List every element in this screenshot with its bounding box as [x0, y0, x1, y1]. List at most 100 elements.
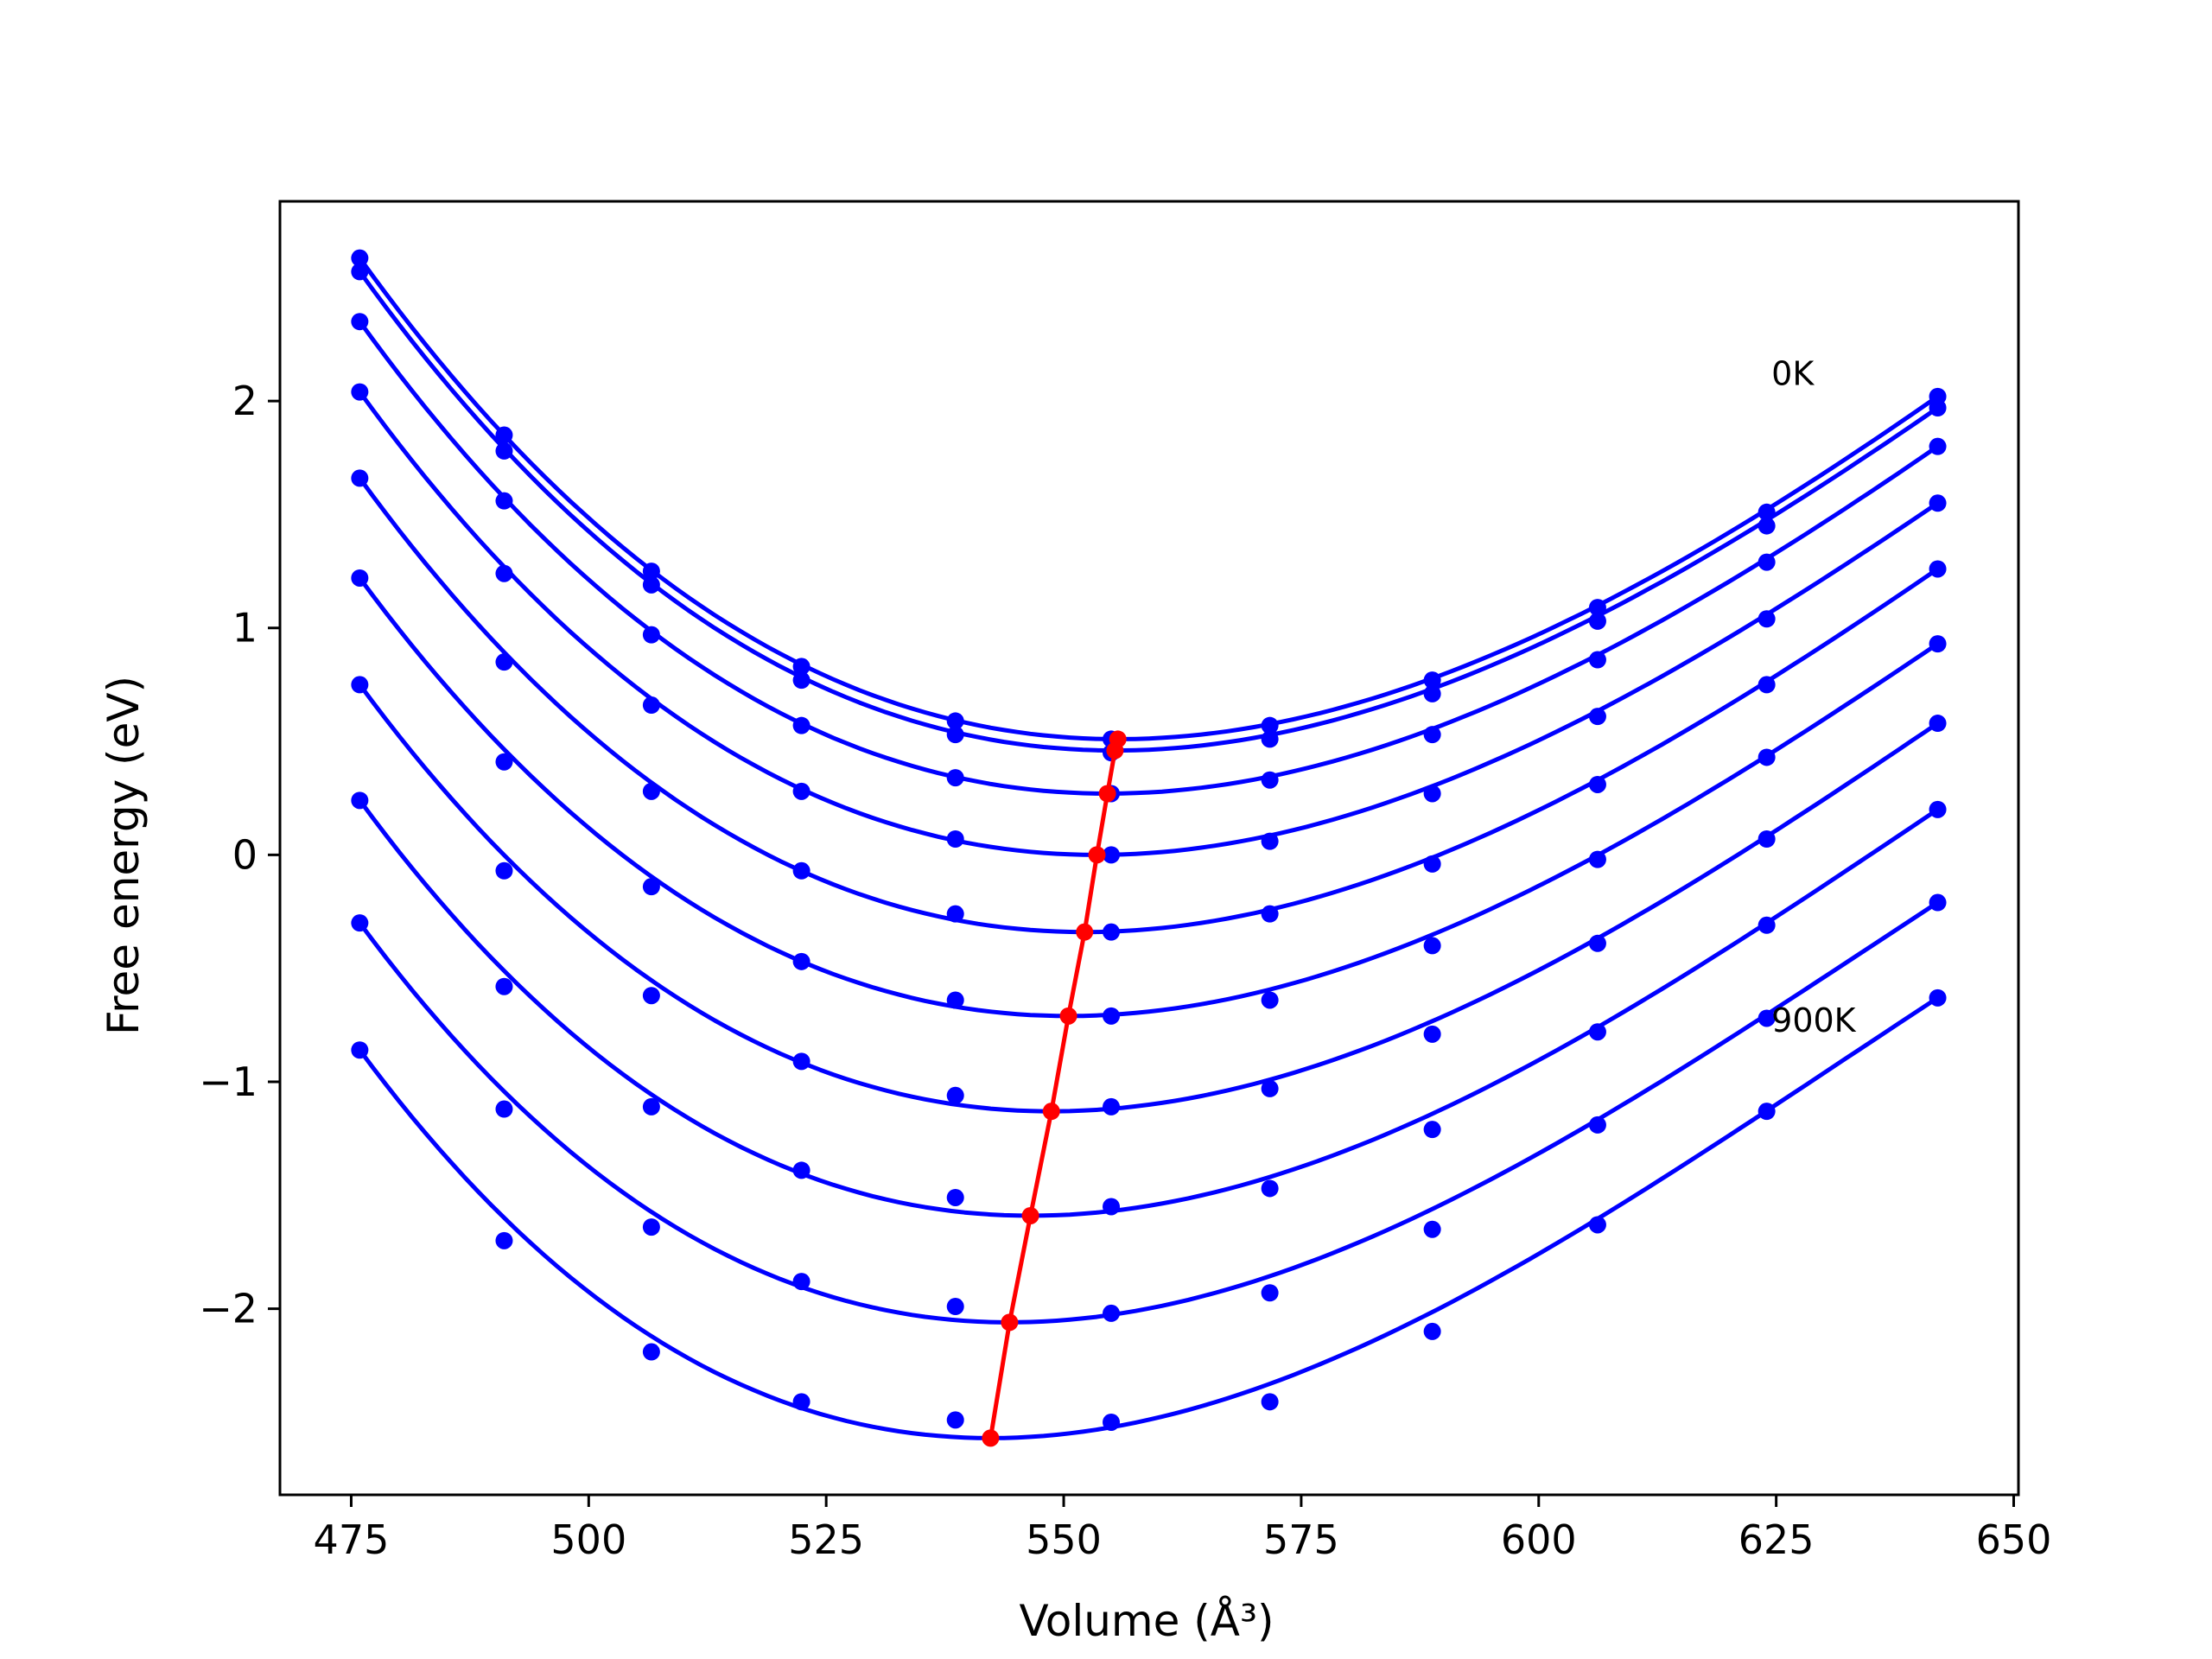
data-point	[1423, 1322, 1441, 1340]
data-point	[351, 383, 369, 401]
data-point	[1423, 855, 1441, 873]
data-point	[351, 313, 369, 331]
y-tick-label: −2	[199, 1286, 257, 1332]
data-point	[351, 263, 369, 281]
data-point	[495, 653, 513, 671]
temperature-series	[351, 313, 1947, 803]
data-point	[792, 1393, 810, 1411]
data-point	[1929, 893, 1947, 912]
data-point	[1423, 684, 1441, 702]
data-point	[1423, 1220, 1441, 1238]
data-point	[946, 769, 964, 787]
data-point	[1758, 553, 1776, 571]
data-point	[1758, 676, 1776, 694]
data-point	[1758, 748, 1776, 766]
data-point	[1261, 1179, 1279, 1198]
minimum-point	[1059, 1007, 1077, 1025]
data-point	[495, 977, 513, 995]
data-point	[792, 952, 810, 970]
data-point	[1261, 730, 1279, 748]
data-point	[1261, 832, 1279, 850]
data-point	[642, 563, 660, 581]
x-tick-label: 600	[1501, 1516, 1577, 1563]
data-point	[946, 991, 964, 1009]
data-point	[1423, 1025, 1441, 1043]
data-point	[495, 564, 513, 582]
data-point	[1588, 850, 1606, 868]
data-point	[351, 1041, 369, 1059]
x-tick-label: 500	[550, 1516, 626, 1563]
data-point	[351, 676, 369, 694]
data-point	[1261, 1079, 1279, 1097]
data-point	[1588, 708, 1606, 726]
curve-annotation: 0K	[1771, 355, 1815, 393]
data-point	[1103, 1097, 1121, 1116]
temperature-series	[351, 569, 1947, 1025]
fit-curve	[358, 320, 1939, 796]
data-point	[1758, 610, 1776, 628]
data-point	[1261, 905, 1279, 923]
data-point	[1588, 775, 1606, 793]
data-point	[1103, 846, 1121, 864]
minimum-point	[1098, 785, 1116, 803]
data-point	[642, 696, 660, 715]
data-point	[792, 716, 810, 734]
x-tick-label: 575	[1263, 1516, 1339, 1563]
data-point	[1929, 635, 1947, 653]
x-tick-label: 625	[1738, 1516, 1815, 1563]
minimum-point	[982, 1429, 1000, 1447]
data-point	[495, 1231, 513, 1249]
x-tick-label: 550	[1026, 1516, 1102, 1563]
fit-curve	[358, 798, 1939, 1218]
data-point	[642, 782, 660, 800]
data-point	[946, 1086, 964, 1104]
minimum-point	[1088, 846, 1106, 864]
data-point	[642, 1218, 660, 1236]
fit-curve	[358, 576, 1939, 1019]
data-point	[946, 1188, 964, 1206]
data-point	[1261, 771, 1279, 789]
data-point	[1588, 651, 1606, 669]
minimum-path-line	[988, 738, 1121, 1439]
data-point	[946, 726, 964, 744]
temperature-series	[351, 791, 1947, 1218]
data-point	[1758, 517, 1776, 535]
data-point	[1758, 916, 1776, 934]
data-point	[792, 671, 810, 690]
data-point	[495, 442, 513, 460]
data-point	[1103, 1413, 1121, 1431]
y-axis-label: Free energy (eV)	[99, 676, 149, 1035]
data-point	[1423, 1121, 1441, 1139]
data-point	[495, 492, 513, 510]
fit-curve	[358, 270, 1939, 753]
data-point	[642, 1097, 660, 1116]
data-point	[1261, 991, 1279, 1009]
fit-curve	[358, 995, 1939, 1440]
data-point	[1103, 1304, 1121, 1322]
y-tick-label: 1	[232, 605, 257, 652]
data-point	[946, 1298, 964, 1316]
fit-curve	[358, 476, 1939, 935]
data-point	[1103, 1007, 1121, 1025]
x-axis-label: Volume (Å³)	[1019, 1596, 1274, 1646]
data-point	[946, 905, 964, 923]
data-point	[792, 1161, 810, 1179]
data-point	[792, 658, 810, 676]
data-point	[351, 469, 369, 487]
data-point	[1261, 716, 1279, 734]
y-tick-label: 0	[232, 831, 257, 878]
temperature-series	[351, 988, 1947, 1440]
fit-curve	[358, 257, 1939, 741]
data-point	[495, 1100, 513, 1118]
data-point	[351, 249, 369, 267]
data-point	[642, 987, 660, 1005]
x-axis-ticks: 475 500 525 550 575 600 625 650	[314, 1495, 2051, 1563]
data-point	[1423, 937, 1441, 955]
data-point	[1758, 830, 1776, 848]
data-point	[1588, 934, 1606, 952]
data-point	[1588, 1116, 1606, 1134]
data-point	[1588, 1216, 1606, 1234]
temperature-series	[351, 383, 1947, 864]
y-axis-ticks: −2 −1 0 1 2	[199, 378, 280, 1332]
y-tick-label: 2	[232, 378, 257, 424]
